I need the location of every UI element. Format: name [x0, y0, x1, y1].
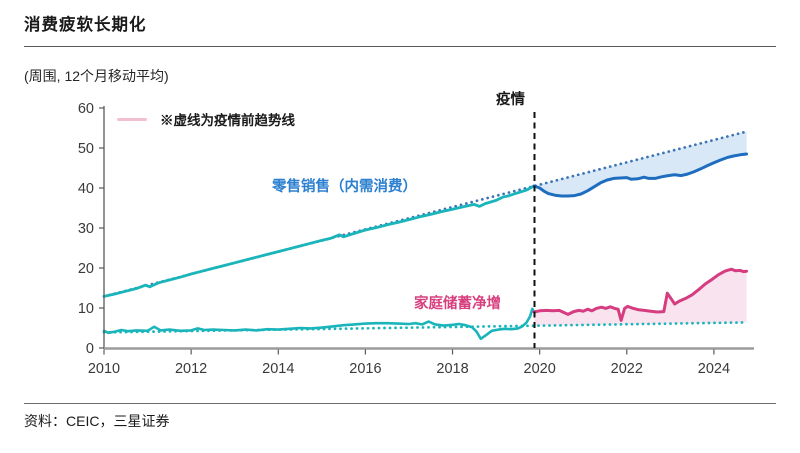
fill-region-1: [534, 269, 747, 326]
y-tick-label: 0: [86, 341, 94, 357]
series-1: [532, 152, 749, 198]
pandemic-annotation: 疫情: [496, 92, 525, 108]
y-tick-label: 60: [78, 101, 94, 117]
trendline-note-label: ※虚线为疫情前趋势线: [160, 113, 295, 128]
series-3: [102, 307, 536, 341]
y-tick-label: 50: [78, 141, 94, 157]
fill-region-0: [534, 131, 747, 196]
y-tick-label: 10: [78, 301, 94, 317]
x-tick-label: 2024: [698, 361, 730, 377]
retail-series-label: 零售销售（内需消费）: [272, 179, 417, 195]
series-4: [532, 267, 749, 322]
x-tick-label: 2018: [436, 361, 468, 377]
y-tick-label: 30: [78, 221, 94, 237]
page-title: 消费疲软长期化: [24, 16, 147, 34]
x-tick-label: 2016: [349, 361, 381, 377]
title-divider: [24, 46, 776, 47]
trendline-note-marker-icon: [117, 117, 147, 121]
source-note: 资料：CEIC，三星证券: [24, 413, 170, 429]
y-tick-label: 20: [78, 261, 94, 277]
savings-series-label: 家庭储蓄净增: [414, 296, 501, 312]
x-tick-label: 2020: [524, 361, 556, 377]
unit-subtitle: (周围, 12个月移动平均): [24, 68, 169, 84]
x-tick-label: 2014: [262, 361, 294, 377]
series-0: [102, 184, 536, 298]
footer-divider: [24, 403, 776, 404]
x-tick-label: 2022: [611, 361, 643, 377]
y-tick-label: 40: [78, 181, 94, 197]
x-tick-label: 2012: [175, 361, 207, 377]
trendline-note: ※虚线为疫情前趋势线: [117, 109, 295, 129]
x-tick-label: 2010: [88, 361, 120, 377]
